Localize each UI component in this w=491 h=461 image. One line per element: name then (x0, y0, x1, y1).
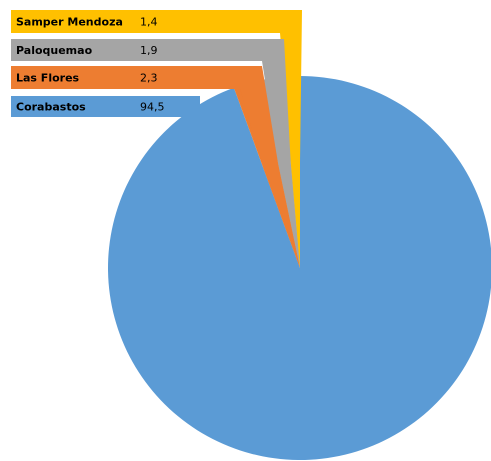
callout-band-las-flores (11, 66, 300, 268)
data-label-corabastos: 94,5 (140, 101, 165, 114)
data-label-las-flores: 2,3 (140, 72, 158, 85)
legend-name-las-flores: Las Flores (16, 72, 80, 85)
legend-name-samper-mendoza: Samper Mendoza (16, 16, 123, 29)
data-label-paloquemao: 1,9 (140, 44, 158, 57)
data-label-samper-mendoza: 1,4 (140, 16, 158, 29)
legend-name-corabastos: Corabastos (16, 101, 86, 114)
callout-band-corabastos (11, 96, 200, 117)
callout-band-paloquemao (11, 39, 300, 268)
pie-slice-corabastos (108, 76, 491, 460)
legend-label-layer: Samper Mendoza 1,4 Paloquemao 1,9 Las Flores… (16, 16, 165, 114)
callout-band-layer (11, 10, 302, 268)
legend-name-paloquemao: Paloquemao (16, 44, 93, 57)
